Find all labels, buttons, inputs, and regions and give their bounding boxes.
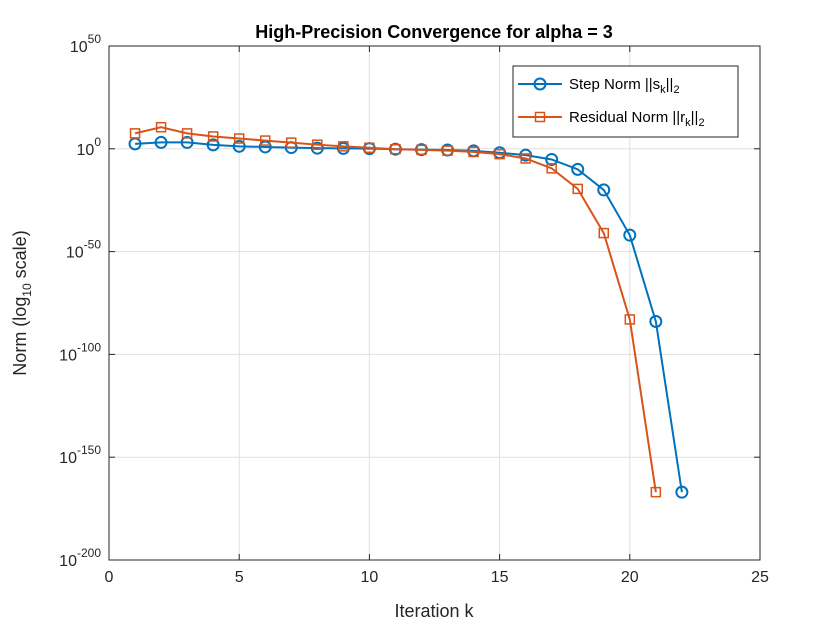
legend-label-sub: k (660, 84, 666, 96)
data-point-square (233, 133, 245, 144)
data-point-square (572, 183, 583, 195)
data-point-circle (206, 138, 220, 152)
y-axis-label: Norm (log10 scale) (10, 230, 34, 375)
y-tick-label: 10-150 (59, 443, 101, 467)
data-point-square (624, 314, 636, 325)
y-tick-label: 1050 (70, 32, 101, 56)
data-point-circle (597, 183, 611, 197)
data-point-square (390, 143, 401, 155)
data-point-circle (675, 485, 689, 499)
x-tick-label: 20 (621, 569, 639, 586)
chart-title: High-Precision Convergence for alpha = 3 (255, 22, 613, 42)
x-tick-label: 25 (751, 569, 769, 586)
y-tick-base: 10 (70, 39, 88, 56)
legend-label-sub2: 2 (698, 117, 704, 129)
y-tick-base: 10 (59, 553, 77, 570)
x-tick-label: 15 (491, 569, 509, 586)
x-tick-label: 5 (235, 569, 244, 586)
series-layer (128, 121, 689, 499)
legend-label-sub2: 2 (673, 84, 679, 96)
y-tick-exponent: 0 (94, 135, 101, 149)
data-point-square (546, 163, 557, 174)
data-point-square (494, 148, 505, 160)
data-point-circle (310, 141, 324, 155)
y-tick-label: 10-100 (59, 340, 101, 364)
data-point-square (598, 227, 610, 239)
y-tick-exponent: -50 (84, 238, 102, 252)
legend-label: Step Norm ||sk||2 (569, 76, 680, 96)
y-tick-label: 100 (77, 135, 102, 159)
data-point-circle (519, 148, 533, 162)
y-axis-label-sub: 10 (20, 283, 34, 297)
y-tick-label: 10-50 (66, 238, 101, 262)
y-tick-exponent: -200 (77, 546, 101, 560)
data-point-circle (336, 141, 350, 155)
series-line-1 (134, 126, 657, 493)
data-point-square (338, 141, 349, 152)
legend-box (512, 65, 739, 138)
data-point-square (207, 131, 219, 142)
x-tick-label: 0 (105, 569, 114, 586)
data-point-circle (545, 152, 559, 166)
legend-label-main: Step Norm ||s (569, 76, 660, 93)
legend-label: Residual Norm ||rk||2 (569, 109, 705, 129)
data-point-square (312, 139, 323, 150)
legend-label-end: || (666, 76, 674, 93)
y-tick-label: 10-200 (59, 546, 101, 570)
data-point-square (286, 137, 297, 148)
x-tick-label: 10 (361, 569, 379, 586)
data-point-square (520, 153, 531, 164)
y-tick-base: 10 (66, 245, 84, 262)
data-point-square (442, 145, 453, 156)
data-point-circle (232, 139, 246, 153)
data-point-square (155, 121, 167, 133)
data-point-square (129, 128, 141, 139)
legend-entry-1: Residual Norm ||rk||2 (518, 109, 705, 129)
y-tick-exponent: -150 (77, 443, 101, 457)
data-point-square (468, 146, 479, 158)
y-tick-exponent: 50 (88, 32, 102, 46)
y-tick-base: 10 (77, 142, 95, 159)
legend-label-end: || (691, 109, 699, 126)
y-tick-base: 10 (59, 347, 77, 364)
data-point-circle (180, 135, 194, 149)
plot-frame (108, 45, 761, 561)
data-point-circle (649, 315, 663, 329)
data-point-circle (154, 135, 168, 149)
x-tick-labels: 0 5 10 15 20 25 (105, 46, 769, 586)
legend-marker-square (534, 111, 546, 123)
y-axis-label-prefix: Norm (log (10, 297, 30, 376)
legend-entry-0: Step Norm ||sk||2 (518, 76, 680, 96)
data-point-circle (571, 162, 585, 176)
y-tick-base: 10 (59, 450, 77, 467)
data-point-square (181, 128, 193, 139)
data-point-square (650, 486, 662, 498)
data-point-square (416, 144, 427, 156)
legend-label-sub: k (685, 117, 691, 129)
y-tick-exponent: -100 (77, 340, 101, 354)
data-point-square (364, 142, 375, 154)
data-point-square (259, 135, 271, 146)
legend-marker-circle (533, 77, 547, 91)
legend-label-main: Residual Norm ||r (569, 109, 685, 126)
y-axis-label-suffix: scale) (10, 230, 30, 283)
x-axis-label: Iteration k (394, 601, 474, 621)
data-point-circle (623, 228, 637, 242)
